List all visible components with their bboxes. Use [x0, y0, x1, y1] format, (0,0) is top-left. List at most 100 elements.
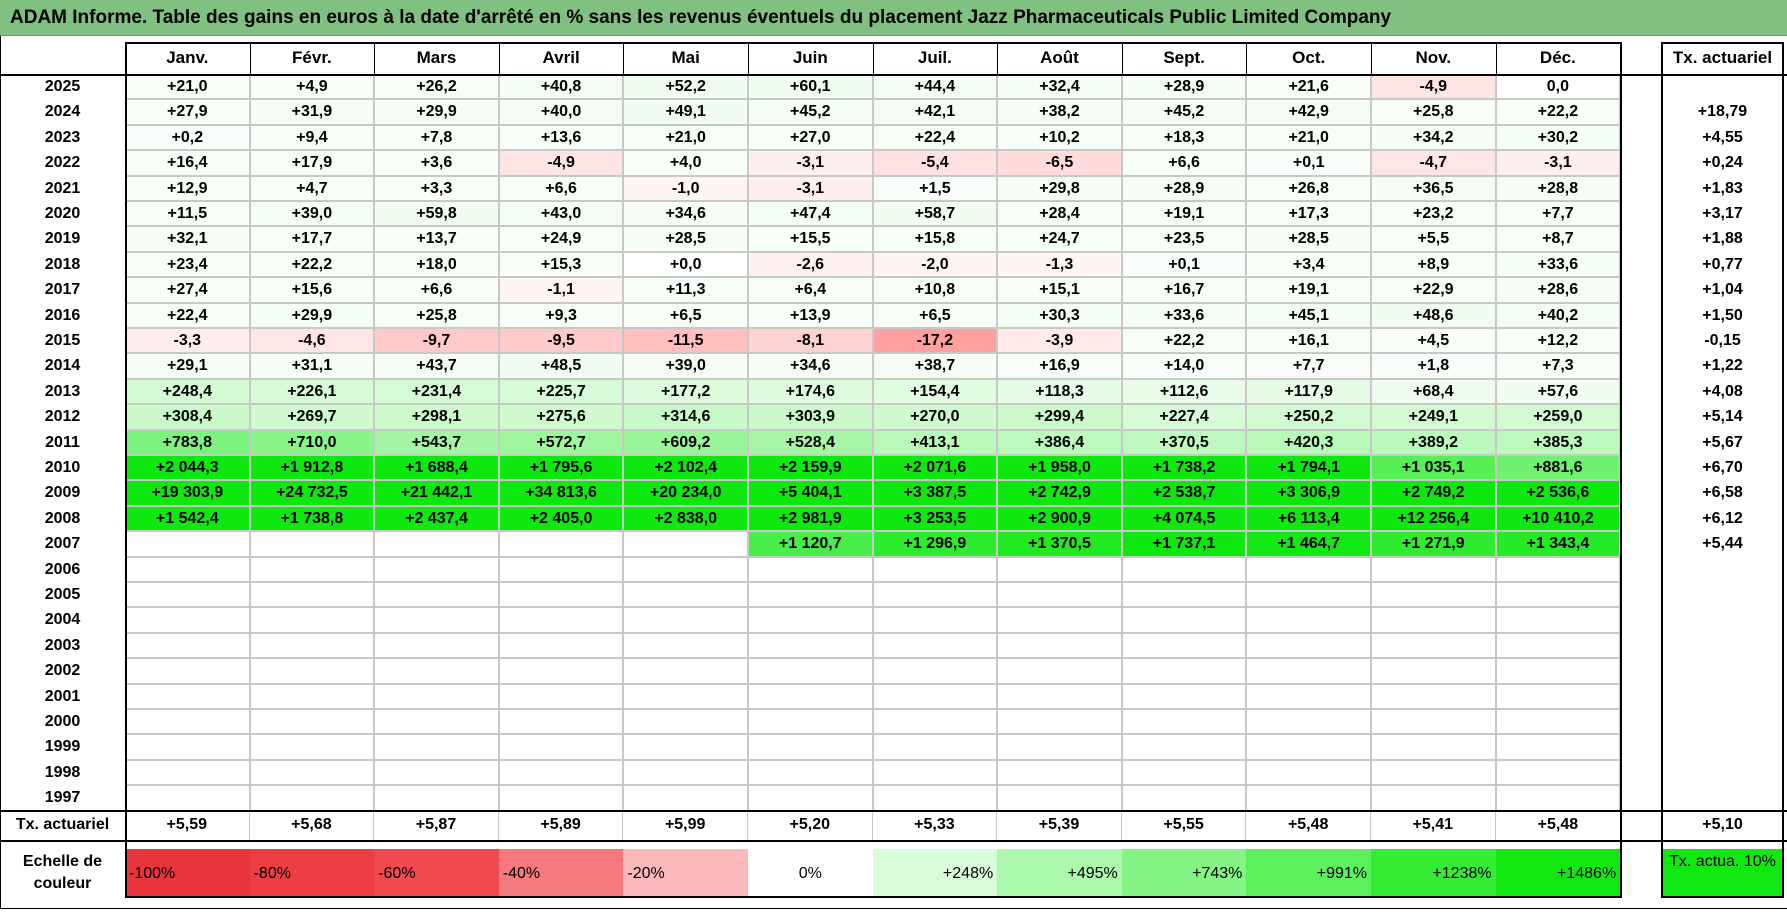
table-cell	[498, 734, 624, 760]
table-cell	[1246, 709, 1371, 735]
table-cell: +21 442,1	[374, 480, 499, 506]
table-cell	[1371, 556, 1496, 582]
table-cell: +259,0	[1495, 404, 1621, 430]
table-cell: +28,5	[1246, 226, 1371, 252]
table-cell	[997, 582, 1122, 608]
table-cell: +19,1	[1246, 277, 1371, 303]
table-cell	[1371, 734, 1496, 760]
table-cell: +2 981,9	[748, 505, 873, 532]
table-cell	[1371, 759, 1496, 786]
table-cell: +389,2	[1371, 429, 1496, 455]
table-cell: +38,7	[872, 353, 998, 379]
table-cell: +34,6	[623, 201, 748, 227]
year-label: 2005	[44, 586, 81, 603]
table-cell: -11,5	[623, 328, 748, 354]
table-cell: +231,4	[374, 378, 499, 405]
table-cell: +5 404,1	[748, 480, 873, 506]
table-cell: +1 542,4	[125, 505, 250, 532]
table-cell: -17,2	[872, 328, 998, 354]
table-cell: +303,9	[748, 404, 873, 430]
year-label: 2024	[44, 103, 81, 121]
color-scale-step: +1238%	[1371, 849, 1496, 898]
table-cell: +29,8	[997, 175, 1122, 201]
table-cell: +250,2	[1246, 404, 1371, 430]
table-cell	[997, 658, 1122, 684]
table-cell: +39,0	[249, 201, 375, 227]
table-cell: +22,2	[1121, 328, 1247, 354]
table-cell	[997, 709, 1122, 735]
table-cell	[1121, 734, 1247, 760]
table-cell	[249, 658, 375, 684]
table-cell: +29,1	[125, 353, 250, 379]
table-cell	[748, 709, 873, 735]
table-cell: +57,6	[1495, 378, 1621, 405]
table-cell: -3,1	[1495, 150, 1621, 176]
color-scale-label: Echelle de couleur	[22, 853, 103, 892]
table-cell: +2 437,4	[374, 505, 499, 532]
table-cell: +11,5	[125, 201, 250, 227]
table-cell: +10,8	[872, 277, 998, 303]
table-cell: +2 536,6	[1495, 480, 1621, 506]
table-cell	[748, 556, 873, 582]
actuarial-cell: +1,83	[1702, 179, 1743, 197]
table-cell: +24,7	[997, 226, 1122, 252]
table-cell: +1 688,4	[374, 455, 499, 481]
table-cell: +4,7	[249, 175, 375, 201]
table-cell	[748, 759, 873, 786]
table-cell	[872, 658, 998, 684]
table-cell: +2 405,0	[498, 505, 624, 532]
table-cell	[1495, 582, 1621, 608]
color-scale-step: -20%	[623, 849, 748, 898]
actuarial-cell	[1661, 658, 1784, 683]
table-cell	[997, 785, 1122, 811]
table-cell: +47,4	[748, 201, 873, 227]
table-cell: +33,6	[1495, 251, 1621, 278]
table-cell: +270,0	[872, 404, 998, 430]
table-cell	[249, 759, 375, 786]
table-cell	[498, 531, 624, 557]
table-cell: +40,0	[498, 99, 624, 125]
footer-cell: +5,20	[748, 810, 873, 840]
table-cell: +2 159,9	[748, 455, 873, 481]
table-cell: +308,4	[125, 404, 250, 430]
table-cell: +40,2	[1495, 302, 1621, 328]
table-cell	[748, 607, 873, 633]
table-cell: -2,0	[872, 251, 998, 278]
color-scale-step: +991%	[1246, 849, 1371, 898]
table-cell	[1121, 683, 1247, 709]
table-cell: -3,9	[997, 328, 1122, 354]
table-cell: +13,7	[374, 226, 499, 252]
table-cell: +12,9	[125, 175, 250, 201]
year-label: 2022	[44, 154, 81, 172]
table-cell: +2 071,6	[872, 455, 998, 481]
year-label: 1998	[44, 763, 81, 781]
grid-line	[374, 42, 376, 74]
table-cell: +17,3	[1246, 201, 1371, 227]
actuarial-cell: +1,88	[1702, 230, 1743, 248]
actuarial-cell: +5,67	[1702, 433, 1743, 451]
grid-line	[997, 42, 999, 74]
grid-line	[0, 74, 1787, 76]
table-cell	[374, 607, 499, 633]
table-cell	[872, 632, 998, 659]
table-cell	[1495, 658, 1621, 684]
table-cell: -9,7	[374, 328, 499, 354]
table-cell: -3,3	[125, 328, 250, 354]
table-cell: +6,5	[623, 302, 748, 328]
table-cell: +32,4	[997, 74, 1122, 100]
table-cell: +9,3	[498, 302, 624, 328]
table-cell	[498, 632, 624, 659]
table-cell: +1,5	[872, 175, 998, 201]
table-cell	[374, 658, 499, 684]
actuarial-cell	[1661, 582, 1784, 607]
column-header: Janv.	[166, 48, 209, 67]
table-cell: +22,2	[1495, 99, 1621, 125]
year-label: 2019	[44, 230, 81, 248]
color-scale-step: -60%	[374, 849, 499, 898]
table-cell: +58,7	[872, 201, 998, 227]
table-cell	[623, 632, 748, 659]
table-cell	[125, 683, 250, 709]
year-label: 2020	[44, 205, 81, 222]
table-cell	[374, 785, 499, 811]
footer-cell: +5,59	[125, 810, 250, 840]
